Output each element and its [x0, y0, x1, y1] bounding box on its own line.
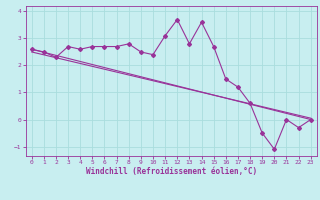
- X-axis label: Windchill (Refroidissement éolien,°C): Windchill (Refroidissement éolien,°C): [86, 167, 257, 176]
